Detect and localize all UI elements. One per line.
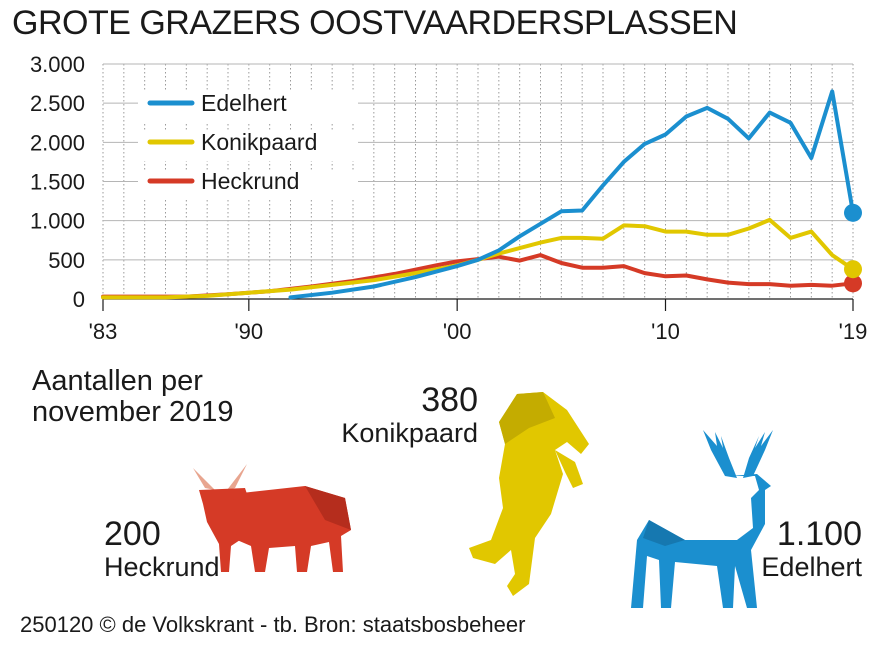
konikpaard-count-label: Konikpaard <box>341 418 478 448</box>
konikpaard-count-value: 380 <box>421 381 478 419</box>
legend-label: Konikpaard <box>201 129 317 155</box>
heckrund-count-label: Heckrund <box>104 552 220 582</box>
x-tick-label: '90 <box>234 319 263 344</box>
legend-item-edelhert: Edelhert <box>138 90 358 122</box>
y-tick-label: 1.000 <box>30 209 85 234</box>
konikpaard-count: 380 Konikpaard <box>330 382 478 448</box>
edelhert-icon <box>631 430 773 608</box>
page-title: GROTE GRAZERS OOSTVAARDERSPLASSEN <box>12 4 738 42</box>
legend-item-heckrund: Heckrund <box>138 168 358 200</box>
line-chart: 0 500 1.000 1.500 2.000 2.500 3.000 '83 '90 '00 '1… <box>30 52 867 344</box>
edelhert-count-value: 1.100 <box>776 515 862 553</box>
series-end-marker-edelhert <box>844 203 862 222</box>
x-tick-label: '10 <box>651 319 680 344</box>
chart-legend: Edelhert Konikpaard Heckrund <box>138 90 358 200</box>
heckrund-count-value: 200 <box>104 515 161 553</box>
source-footer: 250120 © de Volkskrant - tb. Bron: staat… <box>20 612 526 637</box>
counts-title: Aantallen per november 2019 <box>32 365 234 428</box>
x-tick-label: '00 <box>443 319 472 344</box>
legend-item-background <box>138 92 358 122</box>
chart-axis: 0 500 1.000 1.500 2.000 2.500 3.000 '83 '90 '00 '1… <box>30 52 867 344</box>
series-line-edelhert <box>288 89 855 300</box>
legend-item-background <box>138 170 358 200</box>
y-tick-label: 0 <box>73 287 85 312</box>
series-end-marker-heckrund <box>844 274 862 293</box>
edelhert-count: 1.100 Edelhert <box>740 516 862 582</box>
series-line-konikpaard <box>101 217 855 300</box>
y-tick-label: 2.000 <box>30 130 85 155</box>
y-tick-label: 500 <box>48 248 85 273</box>
chart-series <box>101 89 862 300</box>
konikpaard-icon <box>469 392 589 596</box>
legend-item-background <box>138 131 358 161</box>
legend-item-konikpaard: Konikpaard <box>138 129 358 161</box>
y-tick-label: 2.500 <box>30 91 85 116</box>
edelhert-count-label: Edelhert <box>761 552 862 582</box>
series-end-marker-konikpaard <box>844 260 862 279</box>
heckrund-count: 200 Heckrund <box>104 516 220 582</box>
x-tick-label: '19 <box>839 319 868 344</box>
y-tick-label: 1.500 <box>30 170 85 195</box>
heckrund-icon <box>193 464 351 572</box>
y-tick-label: 3.000 <box>30 52 85 77</box>
x-tick-label: '83 <box>89 319 118 344</box>
legend-label: Heckrund <box>201 168 299 194</box>
legend-label: Edelhert <box>201 90 287 116</box>
